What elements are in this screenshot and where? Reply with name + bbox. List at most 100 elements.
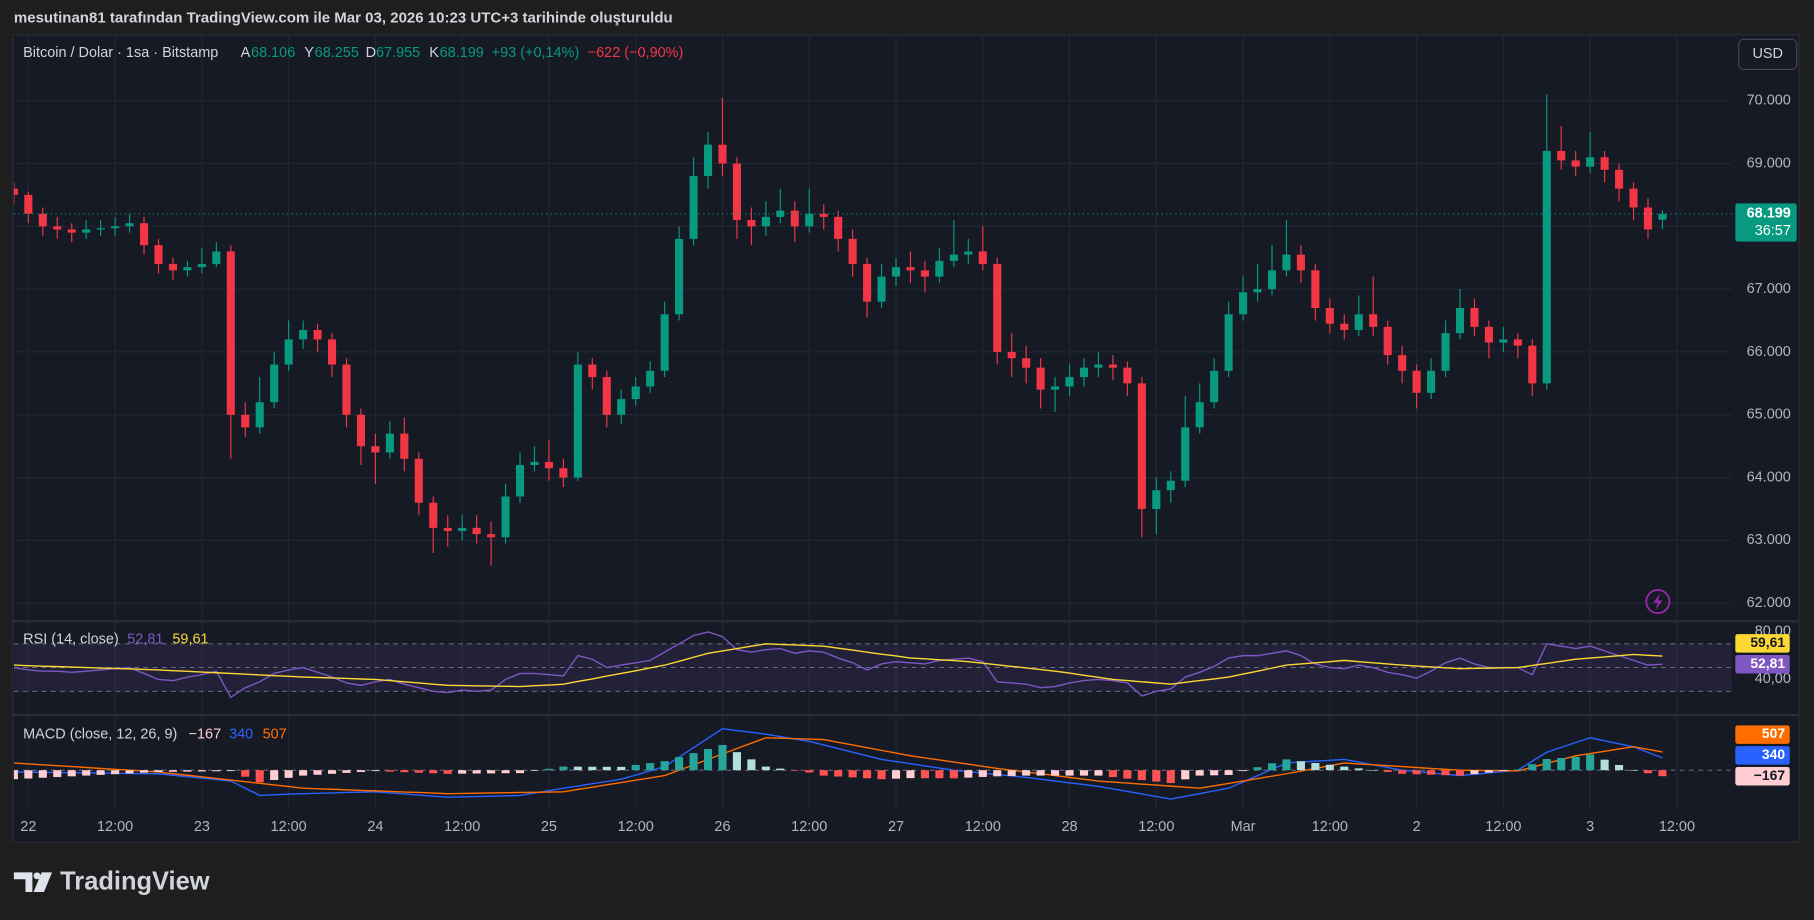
x-tick-label: 12:00 xyxy=(965,819,1001,835)
candle-body xyxy=(212,251,221,265)
histogram-bar xyxy=(761,766,770,771)
candle-body xyxy=(458,527,467,532)
histogram-bar xyxy=(472,770,481,774)
logo-mark xyxy=(13,872,33,892)
candle-body xyxy=(1311,270,1320,308)
ohlc-name: K xyxy=(429,45,439,61)
candle-body xyxy=(24,194,33,214)
candle-body xyxy=(1629,188,1638,208)
candle-body xyxy=(1065,377,1074,387)
histogram-bar xyxy=(1441,770,1450,776)
histogram-bar xyxy=(631,764,640,771)
candle-body xyxy=(342,364,351,415)
x-tick-label: 24 xyxy=(367,819,383,835)
candle-body xyxy=(993,264,1002,352)
histogram-bar xyxy=(646,763,655,771)
histogram-bar xyxy=(501,770,510,774)
axis-value-label: 52,81 xyxy=(1750,655,1785,671)
alert-icon[interactable] xyxy=(1645,589,1671,615)
rsi-value: 52,81 xyxy=(127,632,163,648)
histogram-bar xyxy=(1036,770,1045,776)
ohlc-value: 67.955 xyxy=(376,45,420,61)
candle-body xyxy=(1412,370,1421,393)
candle-body xyxy=(1137,383,1146,510)
candle-body xyxy=(226,251,235,415)
candle-body xyxy=(1658,213,1667,220)
x-tick-label: 12:00 xyxy=(1138,819,1174,835)
candle-body xyxy=(515,465,525,497)
histogram-bar xyxy=(53,770,62,778)
candle-body xyxy=(67,229,76,233)
currency-box[interactable] xyxy=(1738,38,1798,71)
histogram-bar xyxy=(747,759,756,771)
axis-value-box xyxy=(1735,746,1790,765)
candle-body xyxy=(703,144,713,177)
axis-value-label: 340 xyxy=(1762,746,1785,762)
x-tick-label: 12:00 xyxy=(271,819,307,835)
candle-body xyxy=(747,220,756,227)
macd-histogram-value: −167 xyxy=(189,726,222,742)
histogram-bar xyxy=(429,770,438,774)
alert-circle[interactable] xyxy=(1645,589,1671,615)
histogram-bar xyxy=(168,770,178,772)
candle-body xyxy=(689,176,698,239)
x-tick-label: 12:00 xyxy=(1659,819,1695,835)
symbol-title: Bitcoin / Dolar · 1sa · Bitstamp xyxy=(23,45,218,61)
histogram-bar xyxy=(1455,770,1465,776)
candle-body xyxy=(96,228,105,230)
histogram-bar xyxy=(299,770,308,776)
plot-layer xyxy=(13,94,1732,800)
histogram-bar xyxy=(949,770,958,779)
histogram-bar xyxy=(1369,770,1378,771)
histogram-bar xyxy=(805,770,814,773)
candle-body xyxy=(1195,402,1204,428)
candle-body xyxy=(168,264,178,271)
histogram-bar xyxy=(1658,770,1667,777)
histogram-bar xyxy=(1528,764,1537,771)
histogram-bar xyxy=(458,770,467,774)
histogram-bar xyxy=(544,768,553,771)
currency-button[interactable]: USD xyxy=(1738,38,1798,71)
histogram-bar xyxy=(718,744,727,771)
candle-body xyxy=(819,213,828,217)
histogram-bar xyxy=(1629,770,1638,771)
candle-body xyxy=(1325,307,1334,324)
histogram-bar xyxy=(342,770,351,773)
candle-body xyxy=(1499,339,1508,343)
candle-body xyxy=(1239,292,1248,315)
candle-body xyxy=(631,386,640,400)
histogram-bar xyxy=(1615,764,1624,771)
candle-body xyxy=(1427,370,1436,393)
rsi-title: RSI (14, close) xyxy=(23,632,119,648)
histogram-bar xyxy=(24,770,33,779)
histogram-bar xyxy=(1354,768,1363,771)
candle-body xyxy=(1586,157,1595,167)
candle-body xyxy=(920,270,929,277)
candle-body xyxy=(1470,307,1479,327)
histogram-bar xyxy=(1427,770,1436,775)
y-tick-label: 64.000 xyxy=(1747,469,1791,485)
axis-layer: 22 12:00 23 12:00 24 12:00 25 12:00 26 12:00 27 12:… xyxy=(20,93,1797,835)
main-legend: Bitcoin / Dolar · 1sa · Bitstamp A 68.10… xyxy=(23,45,683,61)
candle-body xyxy=(1282,254,1291,271)
candle-body xyxy=(1528,345,1537,384)
ohlc-value: 68.255 xyxy=(315,45,359,61)
candle-body xyxy=(1600,157,1609,170)
candle-body xyxy=(197,264,206,268)
histogram-bar xyxy=(1137,770,1146,781)
candle-body xyxy=(891,267,901,277)
signal-value: 507 xyxy=(263,726,287,742)
currency[interactable]: USD xyxy=(1752,46,1783,62)
candle-body xyxy=(1571,160,1580,167)
x-tick-label: 12:00 xyxy=(791,819,827,835)
x-tick-label: 12:00 xyxy=(1485,819,1521,835)
candle-body xyxy=(790,210,799,227)
candle-body xyxy=(1036,367,1045,390)
candle-body xyxy=(1513,339,1522,346)
histogram-bar xyxy=(588,766,597,771)
x-tick-label: 26 xyxy=(714,819,730,835)
candle-body xyxy=(1455,307,1465,334)
bolt[interactable] xyxy=(1653,593,1663,610)
histogram-bar xyxy=(1325,764,1334,771)
histogram-bar xyxy=(703,749,713,771)
